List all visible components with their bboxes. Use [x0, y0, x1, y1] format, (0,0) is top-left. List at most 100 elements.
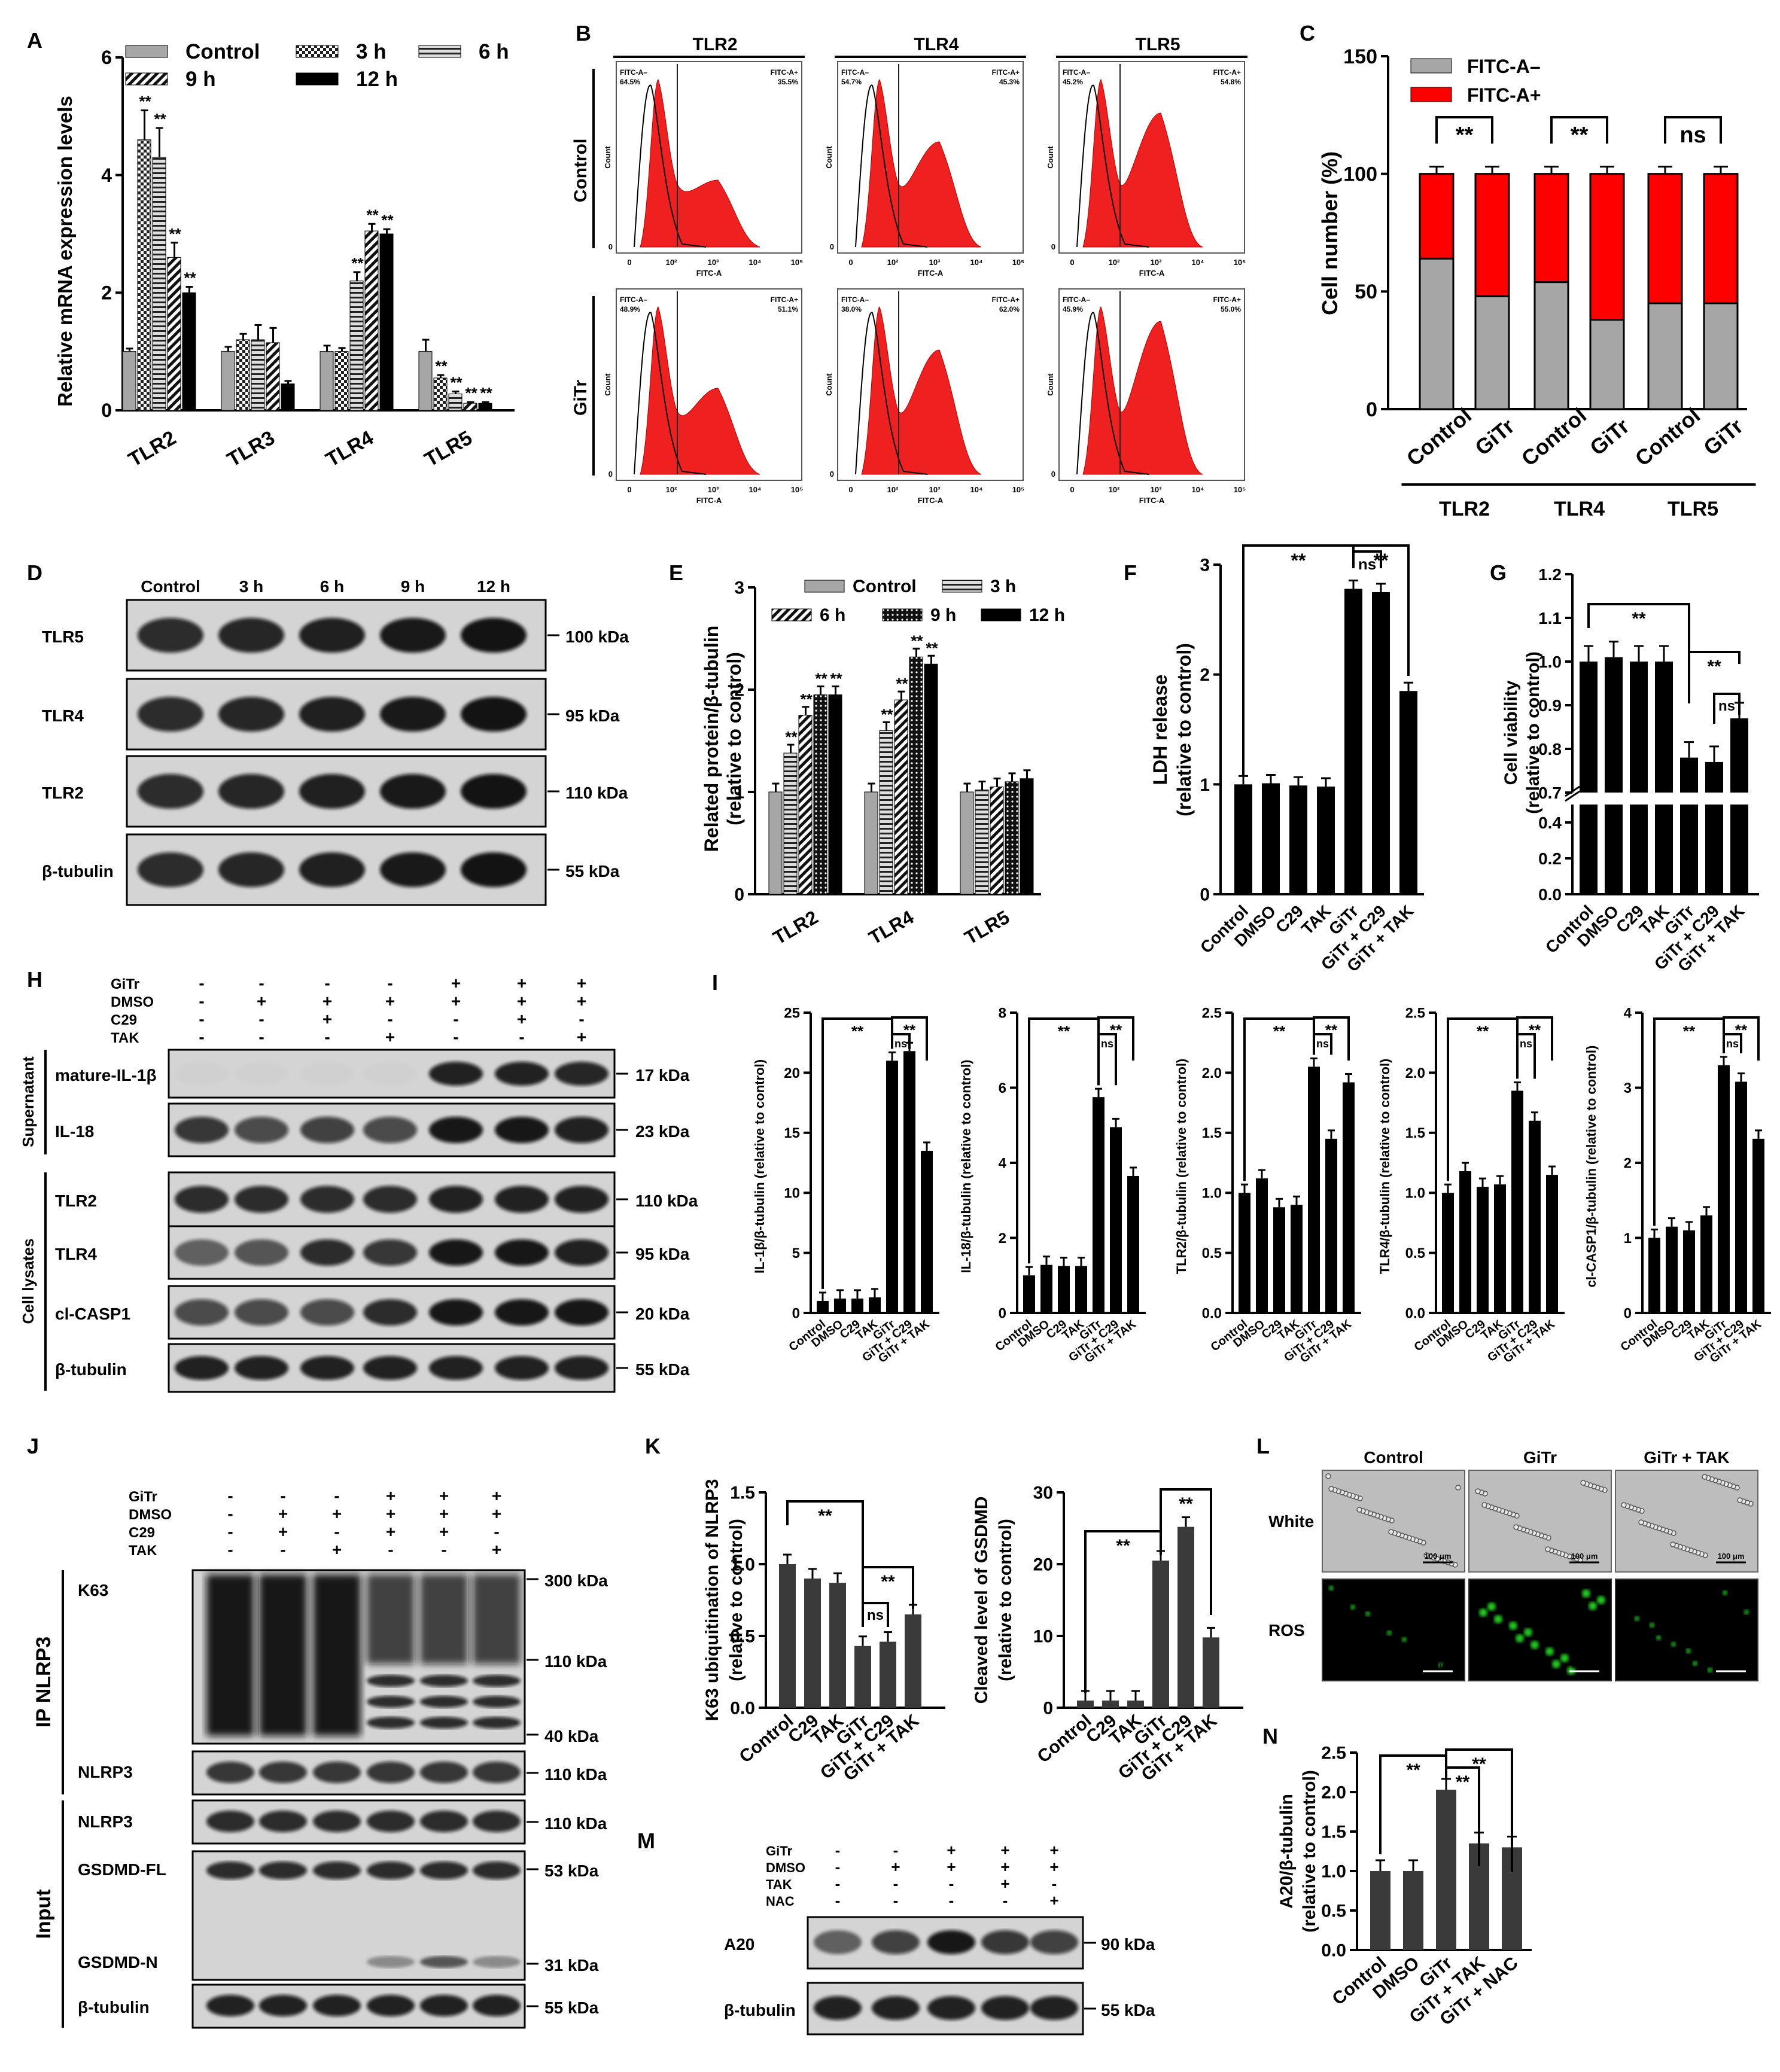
- i-bar: [1529, 1120, 1541, 1313]
- e-bar: [1020, 778, 1034, 895]
- l-ros-spot: [1365, 1611, 1370, 1616]
- h-band: [175, 1117, 229, 1143]
- e-ylabel-line2: (relative to control): [723, 652, 745, 825]
- k1-ylabel-line1: K63 ubiquitination of NLRP3: [702, 1479, 722, 1721]
- a-y-tick-label: 4: [101, 164, 112, 186]
- a-annotation: **: [169, 225, 181, 243]
- j-band: [313, 1762, 361, 1783]
- k2-ylabel-line1: Cleaved level of GSDMD: [972, 1497, 991, 1704]
- i-bar: [1494, 1184, 1506, 1313]
- e-y-tick-label: 1: [734, 783, 744, 803]
- b-percent-right: 55.0%: [1221, 305, 1241, 313]
- j-band: [420, 1675, 468, 1687]
- j-sign: +: [492, 1486, 501, 1505]
- h-band: [429, 1356, 483, 1380]
- b-gate-right-label: FITC-A+: [1213, 68, 1241, 77]
- j-band: [367, 1696, 415, 1708]
- k2-significance: **: [1116, 1536, 1130, 1556]
- h-band: [495, 1239, 549, 1266]
- k2-bracket: [1160, 1488, 1212, 1615]
- k1-bar: [880, 1641, 896, 1708]
- j-band: [206, 1762, 254, 1783]
- b-x-tick-label: 10⁵: [1012, 485, 1025, 494]
- b-x-axis-label: FITC-A: [696, 496, 722, 505]
- i-significance: **: [1683, 1022, 1696, 1040]
- h-band: [300, 1062, 354, 1086]
- l-cell: [1455, 1485, 1461, 1491]
- a-legend-label: Control: [185, 40, 260, 63]
- h-band: [300, 1186, 354, 1213]
- h-treatment-label: GiTr: [111, 976, 139, 992]
- i-bracket: [891, 1016, 928, 1061]
- i-2-y-tick-label: 1.5: [1202, 1125, 1222, 1141]
- n-significance: **: [1472, 1754, 1486, 1774]
- d-size-label: 100 kDa: [565, 627, 629, 646]
- f-bracket: [1352, 544, 1410, 676]
- n-y-tick-label: 0.5: [1321, 1902, 1346, 1921]
- b-column-title: TLR5: [1136, 35, 1180, 54]
- i-bar: [1752, 1138, 1764, 1313]
- h-band: [235, 1356, 288, 1380]
- m-sign: +: [1049, 1891, 1058, 1909]
- d-band: [299, 774, 365, 809]
- a-legend-label: 9 h: [185, 68, 216, 91]
- i-bracket: [1723, 1033, 1742, 1053]
- b-y-axis-label: Count: [603, 146, 612, 169]
- e-legend-swatch: [882, 608, 923, 621]
- i-bar: [1058, 1266, 1070, 1313]
- i-significance: ns: [894, 1038, 907, 1050]
- b-x-tick-label: 10⁴: [1192, 258, 1204, 267]
- c-group-label: TLR2: [1439, 498, 1490, 520]
- i-0-y-tick-label: 25: [784, 1005, 800, 1021]
- i-bar: [1273, 1207, 1285, 1313]
- k1-bracket: [786, 1500, 864, 1567]
- i-bar: [1308, 1067, 1320, 1313]
- l-ros-spot: [1487, 1602, 1496, 1611]
- b-column-title: TLR4: [914, 35, 959, 54]
- j-gsdmd-n-label: GSDMD-N: [78, 1953, 158, 1972]
- j-group-label: Input: [32, 1889, 55, 1939]
- f-significance: **: [1374, 550, 1389, 571]
- c-legend-label: FITC-A–: [1467, 56, 1541, 77]
- i-bar: [1459, 1171, 1471, 1313]
- l-ros-spot: [1582, 1589, 1590, 1598]
- n-ylabel-line1: A20/β-tubulin: [1277, 1794, 1297, 1909]
- a-bar: [281, 383, 295, 411]
- j-sign: +: [492, 1540, 501, 1559]
- f-ylabel-line1: LDH release: [1149, 675, 1171, 785]
- l-scale-label: 100 μm: [1425, 1660, 1452, 1669]
- b-x-tick-label: 10²: [887, 258, 899, 267]
- n-y-tick-label: 1.0: [1321, 1862, 1346, 1882]
- a-bar: [334, 351, 349, 411]
- j-sign: -: [334, 1486, 339, 1505]
- h-sign: -: [199, 974, 204, 992]
- h-sign: -: [199, 1028, 204, 1046]
- j-band: [420, 1995, 468, 2016]
- i-bracket: [1097, 1016, 1134, 1061]
- b-y-tick-label: 0: [1051, 242, 1055, 251]
- l-ros-spot: [1329, 1586, 1334, 1590]
- a-bar: [137, 139, 151, 411]
- i-bar: [817, 1300, 829, 1313]
- panel-label-f: F: [1124, 560, 1137, 585]
- l-cell: [1580, 1480, 1586, 1486]
- n-significance: **: [1406, 1760, 1420, 1780]
- i-ylabel: TLR2/β-tubulin (relative to control): [1174, 1059, 1189, 1275]
- b-x-tick-label: 0: [627, 485, 631, 494]
- k1-bracket: [862, 1602, 889, 1627]
- d-band: [138, 697, 203, 732]
- h-band: [429, 1062, 483, 1086]
- panel-label-g: G: [1490, 560, 1507, 585]
- i-bar: [869, 1297, 881, 1313]
- panel-label-k: K: [645, 1434, 661, 1458]
- n-bar: [1436, 1790, 1456, 1950]
- c-bar-fitc-neg: [1419, 257, 1455, 410]
- h-sign: +: [577, 1028, 586, 1046]
- g-bar-lower: [1605, 805, 1623, 894]
- c-bar-fitc-pos: [1533, 173, 1569, 284]
- f-significance: **: [1291, 550, 1306, 571]
- h-band: [495, 1299, 549, 1326]
- a-bar: [463, 403, 477, 411]
- h-sign: +: [577, 992, 586, 1010]
- i-bar: [1735, 1081, 1747, 1313]
